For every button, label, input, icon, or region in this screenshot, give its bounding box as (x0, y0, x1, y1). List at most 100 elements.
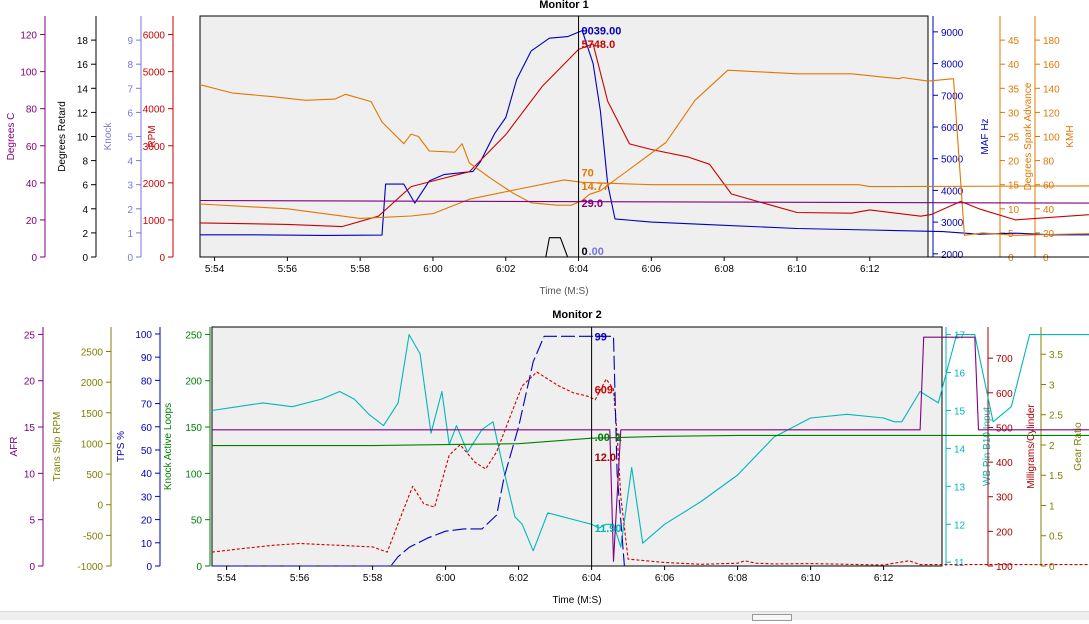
x-tick-label: 6:08 (728, 573, 748, 584)
x-axis-label: Time (M:S) (539, 286, 588, 297)
y-tick-label: 18 (77, 36, 89, 47)
x-tick-label: 5:56 (278, 264, 298, 275)
y-tick-label: 30 (1008, 108, 1020, 119)
y-tick-label: 80 (1043, 157, 1055, 168)
y-tick-label: 70 (141, 400, 153, 411)
y-tick-label: 2000 (143, 179, 166, 190)
series-line-afr (212, 336, 1089, 562)
y-tick-label: 400 (996, 458, 1013, 469)
y-axis-title: Degrees C (6, 113, 17, 161)
y-tick-label: 2500 (81, 348, 104, 359)
y-tick-label: 16 (77, 60, 89, 71)
y-tick-label: 6 (127, 108, 133, 119)
cursor-value-label: 70 (582, 168, 594, 180)
y-tick-label: 2 (127, 205, 133, 216)
y-tick-label: 4 (82, 205, 88, 216)
y-tick-label: 2000 (941, 250, 964, 261)
x-tick-label: 6:06 (642, 264, 662, 275)
y-tick-label: 17 (954, 331, 966, 342)
y-tick-label: -1000 (77, 562, 103, 573)
y-axis-afr: 0 5 10 15 20 25 AFR (9, 327, 44, 573)
x-tick-label: 6:12 (874, 573, 894, 584)
y-tick-label: 100 (1043, 133, 1060, 144)
y-tick-label: 13 (954, 482, 966, 493)
x-tick-label: 5:56 (290, 573, 310, 584)
y-tick-label: 100 (20, 68, 37, 79)
y-tick-label: 50 (141, 446, 153, 457)
y-tick-label: 8000 (941, 60, 964, 71)
y-tick-label: 0 (97, 501, 103, 512)
y-tick-label: 10 (24, 469, 36, 480)
y-tick-label: 3000 (941, 218, 964, 229)
y-tick-label: 7 (127, 84, 133, 95)
y-axis-slip: -1000 -500 0 500 1000 1500 2000 2500 Trans Slip … (52, 327, 112, 573)
y-tick-label: 6000 (941, 123, 964, 134)
y-tick-label: 2.5 (1049, 411, 1063, 422)
y-axis-knock: 0 1 2 3 4 5 6 7 8 9 Knock (103, 16, 142, 264)
series-line-retard (200, 237, 1089, 258)
x-tick-label: 6:04 (582, 573, 602, 584)
y-tick-label: 12 (77, 108, 89, 119)
cursor-value-label: 609 (595, 385, 613, 397)
y-tick-label: 1 (127, 229, 133, 240)
y-tick-label: 6000 (143, 31, 166, 42)
y-tick-label: 0.5 (1049, 532, 1063, 543)
x-tick-label: 6:04 (569, 264, 589, 275)
y-tick-label: 5000 (143, 68, 166, 79)
y-tick-label: 120 (1043, 108, 1060, 119)
y-tick-label: 8 (127, 60, 133, 71)
y-axis-title: Milligrams/Cylinder (1026, 404, 1037, 489)
y-tick-label: 0 (1049, 562, 1055, 573)
y-axis-title: MAF Hz (980, 118, 991, 154)
y-tick-label: 14 (77, 84, 89, 95)
x-tick-label: 6:10 (801, 573, 821, 584)
y-tick-label: 60 (26, 142, 38, 153)
y-tick-label: 0 (127, 253, 133, 264)
cursor-value-label: 14.77 (582, 181, 610, 193)
y-tick-label: -500 (83, 531, 103, 542)
series-line-tps (212, 335, 625, 567)
y-tick-label: 40 (1043, 205, 1055, 216)
y-tick-label: 10 (77, 133, 89, 144)
y-tick-label: 0 (1008, 253, 1014, 264)
y-tick-label: 5 (1008, 229, 1014, 240)
y-axis-title: Degrees Spark Advance (1023, 82, 1034, 190)
y-tick-label: 15 (24, 423, 36, 434)
cursor-value-label: 11.90 (595, 523, 622, 535)
y-tick-label: 3000 (143, 142, 166, 153)
y-tick-label: 100 (996, 562, 1013, 573)
y-axis-loops: 0 50 100 150 200 250 Knock Active Loops (163, 327, 211, 573)
y-axis-retard: 0 2 4 6 8 10 12 14 16 18 Degrees Retard (57, 16, 97, 264)
y-tick-label: 5 (127, 133, 133, 144)
y-axis-title: Degrees Retard (57, 101, 68, 172)
x-tick-label: 5:54 (217, 573, 237, 584)
series-line-wb (211, 334, 1089, 552)
y-tick-label: 5 (29, 516, 35, 527)
cursor-value-label: .00 (589, 246, 604, 258)
y-tick-label: 1000 (81, 439, 104, 450)
y-tick-label: 180 (1043, 36, 1060, 47)
monitor-1: Monitor 1 5:54 5:56 5:58 6:00 6:02 6:04 6:06 6:0… (6, 0, 1089, 297)
cursor-value-label: 1 (616, 432, 622, 444)
y-tick-label: 700 (996, 354, 1013, 365)
y-axis-maf: 2000 3000 4000 5000 6000 7000 8000 9000 MAF Hz (932, 16, 991, 261)
y-tick-label: 20 (24, 377, 36, 388)
y-tick-label: 40 (1008, 60, 1020, 71)
y-axis-gear: 0 0.5 1 1.5 2 2.5 3 3.5 Gear Ratio (1040, 327, 1084, 573)
y-tick-label: 1000 (143, 216, 166, 227)
y-tick-label: 3 (127, 181, 133, 192)
y-tick-label: 500 (86, 470, 103, 481)
y-tick-label: 4 (127, 157, 133, 168)
cursor-value-label: 29.0 (582, 198, 603, 210)
y-tick-label: 35 (1008, 84, 1020, 95)
cursor-value-label: 5748.0 (582, 39, 616, 51)
y-tick-label: 600 (996, 389, 1013, 400)
y-tick-label: 3 (1049, 380, 1055, 391)
y-tick-label: 500 (996, 423, 1013, 434)
x-axis-label: Time (M:S) (552, 595, 601, 606)
y-tick-label: 1500 (81, 409, 104, 420)
y-tick-label: 150 (185, 423, 202, 434)
y-tick-label: 40 (141, 469, 153, 480)
x-tick-label: 6:10 (787, 264, 807, 275)
y-tick-label: 20 (141, 516, 153, 527)
